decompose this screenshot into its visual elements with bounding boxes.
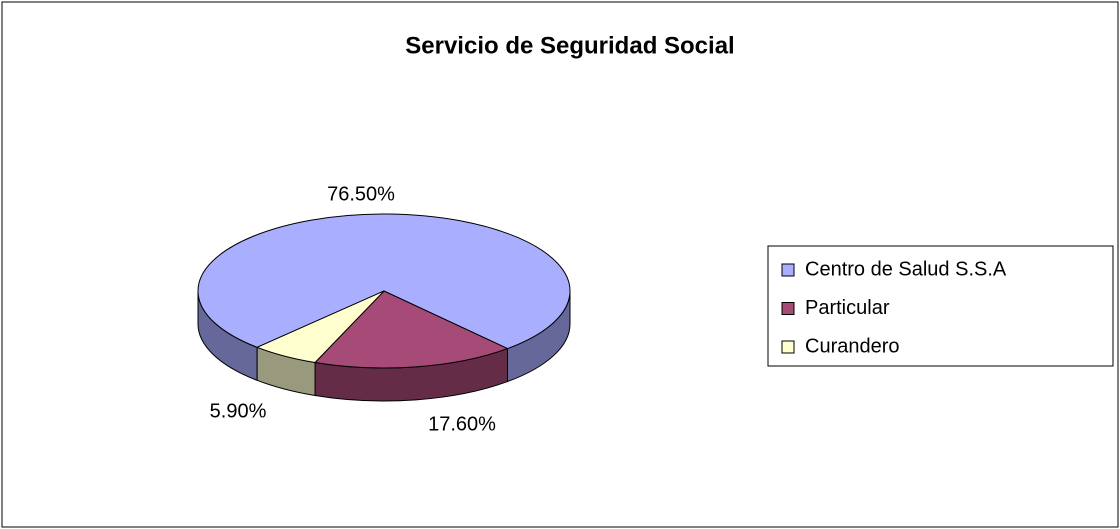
legend-swatch xyxy=(781,263,795,277)
legend-box xyxy=(767,245,1114,367)
pie-slice xyxy=(255,290,385,364)
legend-swatch xyxy=(781,340,795,354)
pie-slice xyxy=(314,290,509,369)
legend-label: Particular xyxy=(805,297,890,319)
legend-label: Curandero xyxy=(805,335,900,357)
data-label: 17.60% xyxy=(428,413,496,435)
chart-title: Servicio de Seguridad Social xyxy=(405,32,734,59)
pie-slice xyxy=(197,213,571,350)
data-label: 76.50% xyxy=(327,183,395,205)
legend-swatch xyxy=(781,302,795,315)
data-label: 5.90% xyxy=(210,400,267,422)
legend-label: Centro de Salud S.S.A xyxy=(805,258,1007,280)
